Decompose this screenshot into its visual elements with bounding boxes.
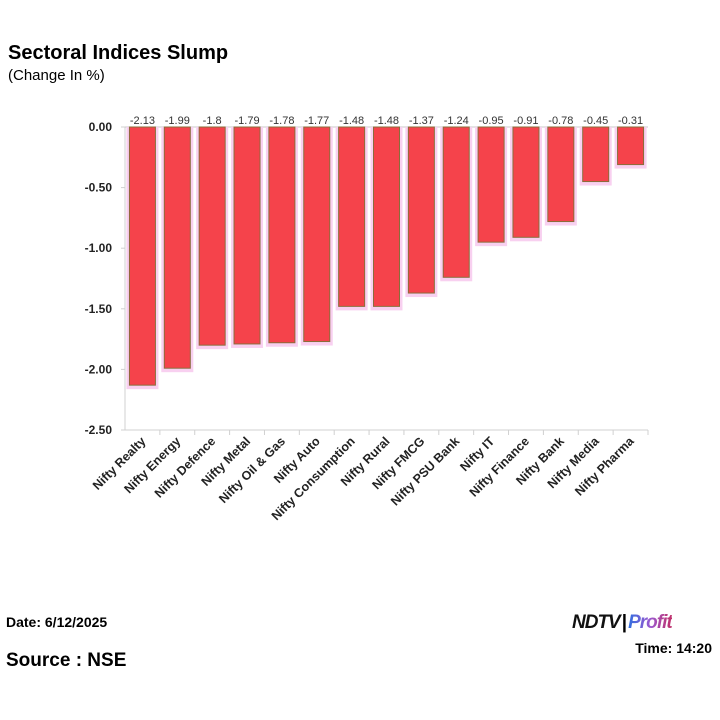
bar: [512, 126, 540, 238]
bar: [233, 126, 261, 345]
y-tick-label: 0.00: [89, 120, 113, 134]
data-label: -0.31: [618, 115, 643, 127]
x-tick-label: Nifty Defence: [152, 434, 218, 500]
bar: [128, 126, 156, 386]
time-label: Time: 14:20: [635, 640, 712, 656]
data-label: -1.77: [304, 115, 329, 127]
data-label: -1.8: [203, 115, 222, 127]
data-label: -1.78: [269, 115, 294, 127]
logo-ndtv: NDTV: [572, 612, 621, 633]
y-tick-label: -1.50: [85, 302, 113, 316]
bar: [442, 126, 470, 278]
data-label: -0.91: [513, 115, 538, 127]
bar: [163, 126, 191, 369]
data-label: -0.78: [548, 115, 573, 127]
source-label: Source : NSE: [6, 650, 127, 671]
logo-profit: Profit: [628, 612, 673, 633]
y-tick-label: -2.50: [85, 423, 113, 437]
bar: [373, 126, 400, 307]
data-label: -0.95: [479, 115, 504, 127]
date-label: Date: 6/12/2025: [6, 614, 108, 630]
y-tick-label: -1.00: [85, 241, 113, 255]
chart-title: Sectoral Indices Slump: [8, 42, 229, 64]
y-tick-label: -0.50: [85, 181, 113, 195]
y-tick-label: -2.00: [85, 362, 113, 376]
bar: [338, 126, 366, 307]
data-label: -1.37: [409, 115, 434, 127]
data-label: -1.24: [444, 115, 469, 127]
bar: [477, 126, 505, 243]
ndtv-profit-logo: NDTV | Profit: [572, 612, 673, 633]
bar: [582, 126, 610, 183]
chart-subtitle: (Change In %): [8, 67, 105, 84]
bar: [198, 126, 226, 346]
data-label: -1.79: [234, 115, 259, 127]
bar: [303, 126, 331, 343]
data-label: -0.45: [583, 115, 608, 127]
data-label: -1.48: [339, 115, 364, 127]
bar: [268, 126, 296, 344]
bar: [407, 126, 435, 294]
data-label: -1.99: [165, 115, 190, 127]
bar: [547, 126, 575, 223]
data-label: -1.48: [374, 115, 399, 127]
data-label: -2.13: [130, 115, 155, 127]
bar: [617, 126, 645, 166]
